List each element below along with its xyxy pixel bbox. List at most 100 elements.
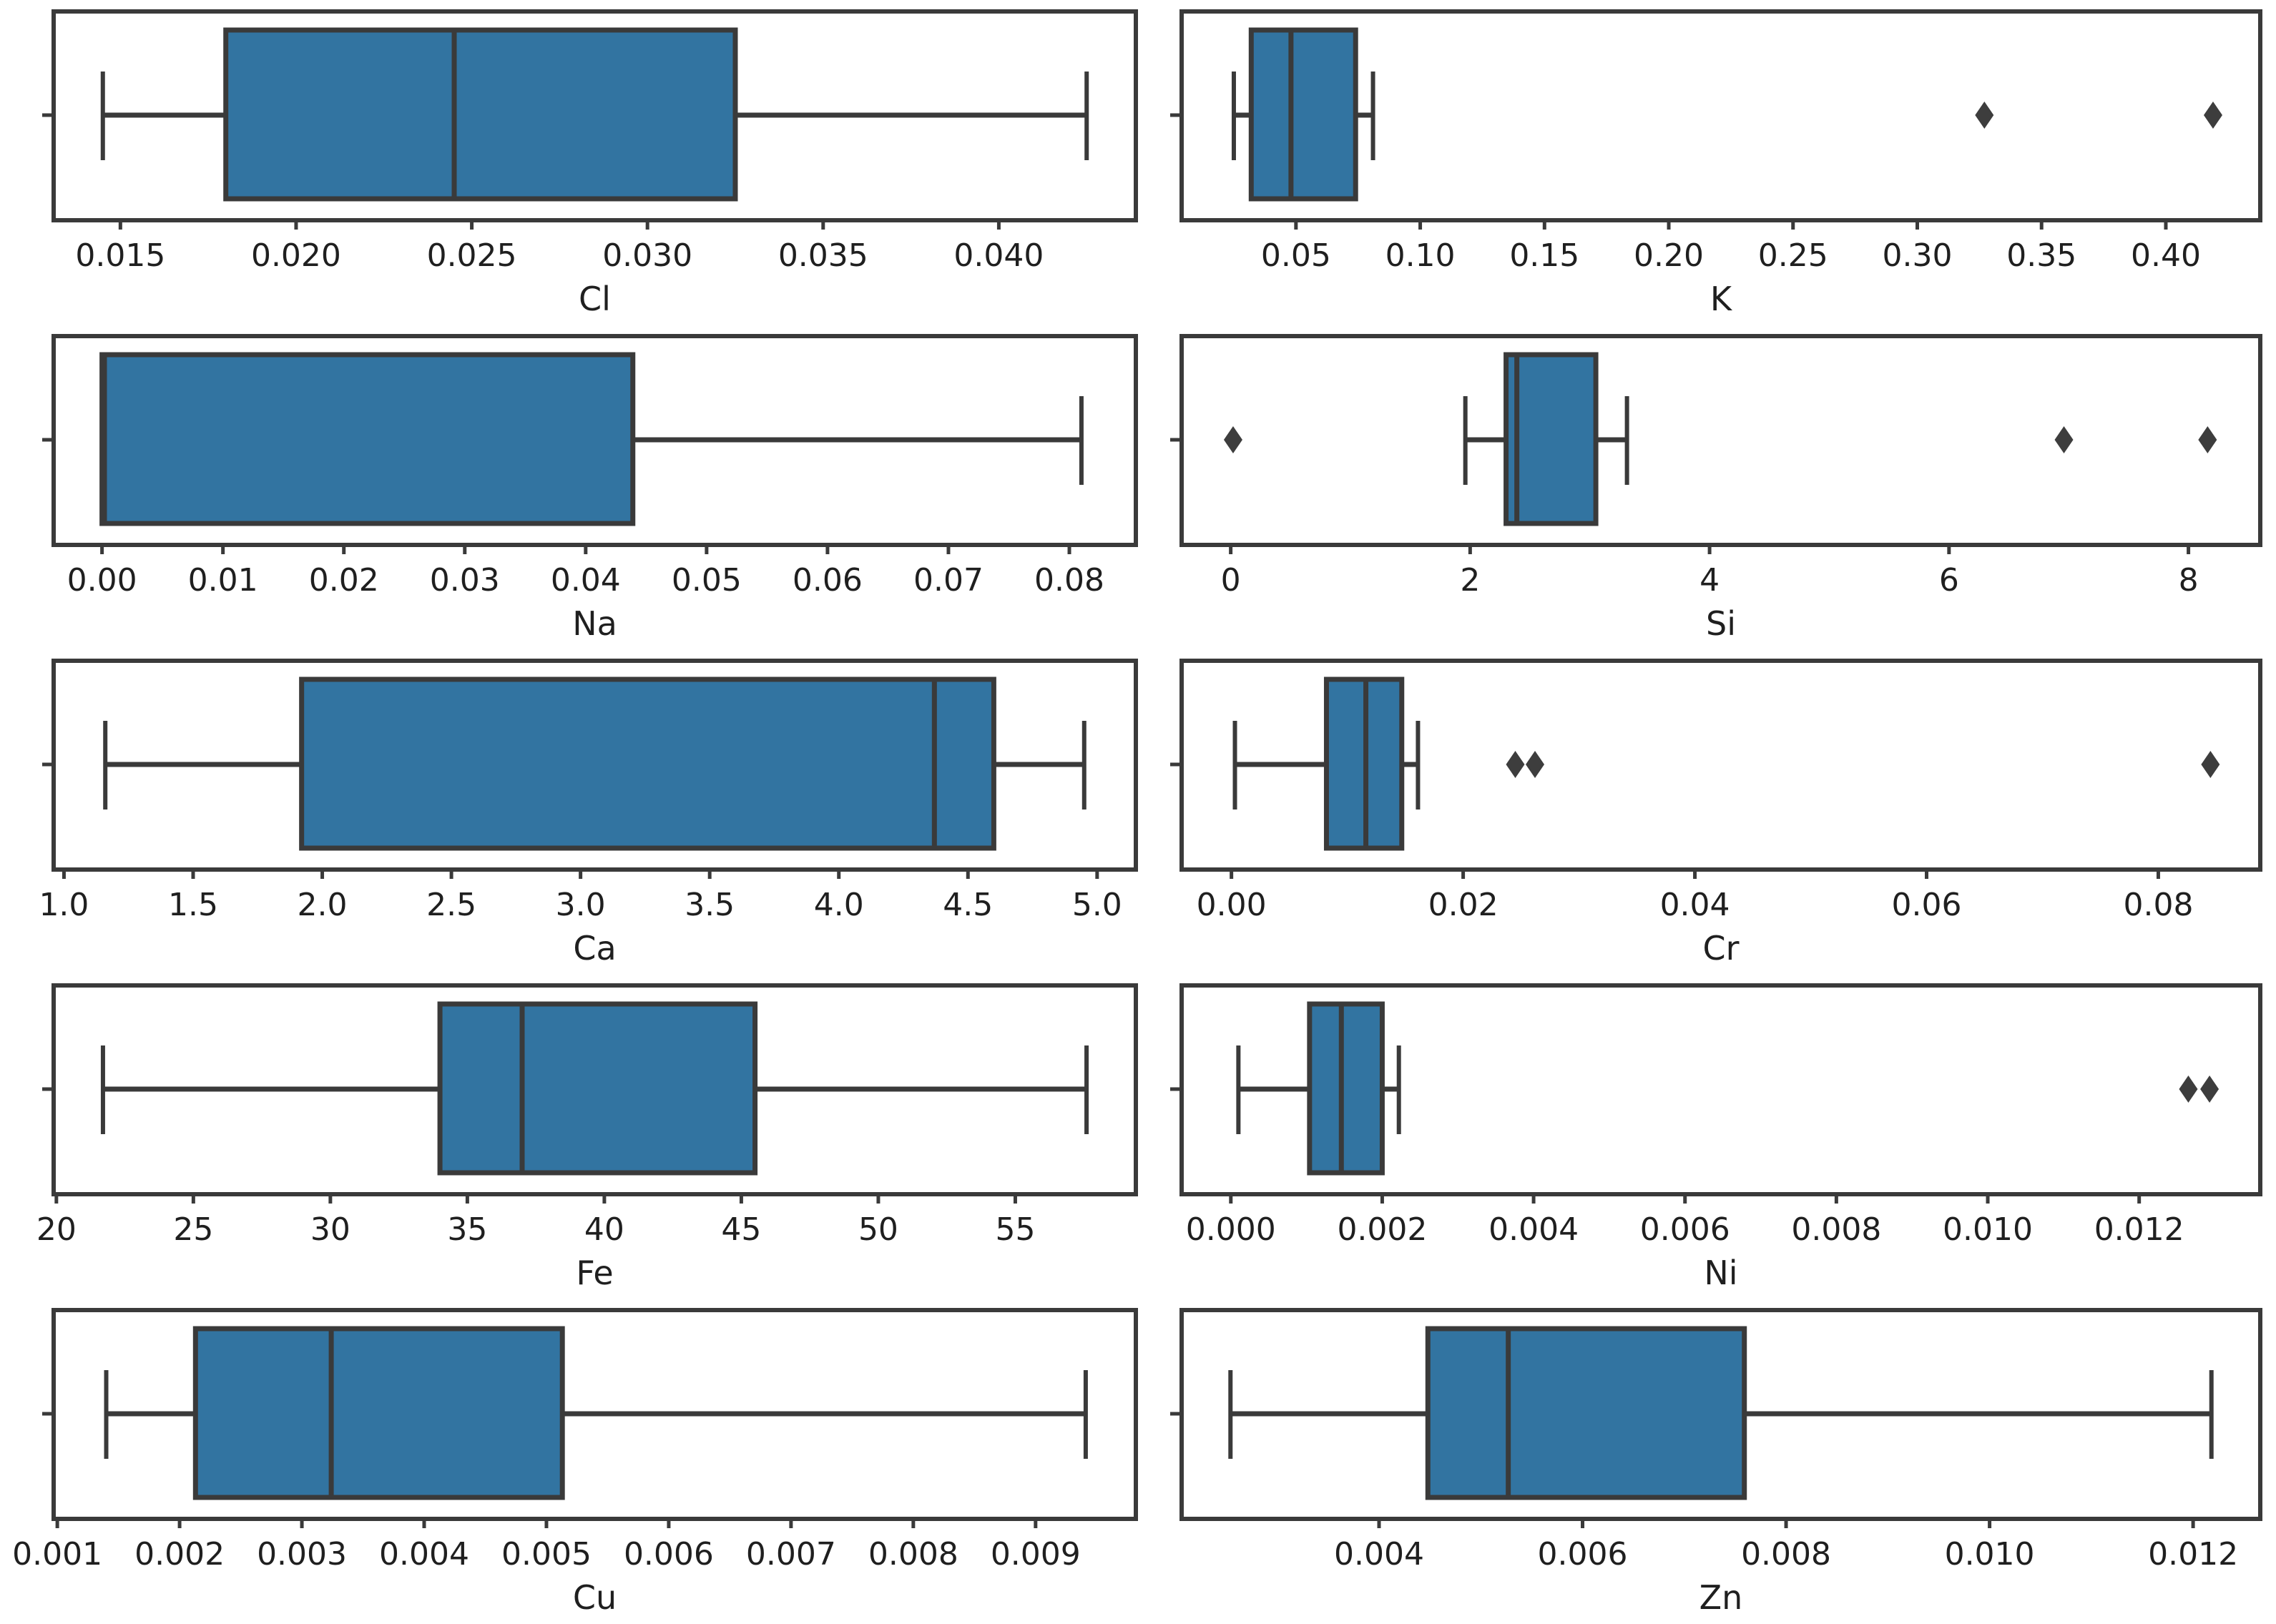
x-tick-label: 0.035 <box>778 237 868 274</box>
x-tick-label: 0.35 <box>2006 237 2076 274</box>
x-tick-label: 0.05 <box>672 562 742 599</box>
subplot-canvas-cr: 0.00 0.02 0.04 0.06 0.08 Cr <box>1170 659 2262 968</box>
x-axis-label: Ca <box>573 929 616 968</box>
outlier-diamond <box>2200 1076 2219 1103</box>
subplot-zn: 0.004 0.006 0.008 0.010 0.012 Zn <box>1138 1299 2276 1623</box>
subplot-cu: 0.001 0.002 0.003 0.004 0.005 0.006 0.007 0.008… <box>0 1299 1138 1623</box>
x-tick-label: 0.007 <box>746 1536 836 1573</box>
iqr-box <box>1248 27 1358 202</box>
iqr-box <box>437 1001 758 1176</box>
outlier-diamond <box>1506 751 1525 778</box>
x-tick-label: 0.25 <box>1758 237 1828 274</box>
x-tick-label: 0.004 <box>1488 1211 1579 1248</box>
x-tick-label: 5.0 <box>1072 887 1122 923</box>
x-tick-label: 55 <box>995 1211 1035 1248</box>
x-axis-label: Cu <box>573 1578 617 1617</box>
subplot-k: 0.05 0.10 0.15 0.20 0.25 0.30 0.35 0.40 K <box>1138 0 2276 325</box>
x-tick-label: 8 <box>2179 562 2199 599</box>
x-tick-label: 0.009 <box>991 1536 1081 1573</box>
subplot-canvas-cu: 0.001 0.002 0.003 0.004 0.005 0.006 0.007 0.008… <box>12 1308 1138 1617</box>
x-tick-label: 0.02 <box>309 562 379 599</box>
x-tick-label: 0.012 <box>2148 1536 2238 1573</box>
subplot-canvas-k: 0.05 0.10 0.15 0.20 0.25 0.30 0.35 0.40 K <box>1170 9 2262 318</box>
x-tick-label: 0.008 <box>1791 1211 1881 1248</box>
x-tick-label: 2.0 <box>298 887 348 923</box>
iqr-box <box>1425 1326 1747 1500</box>
subplot-cr: 0.00 0.02 0.04 0.06 0.08 Cr <box>1138 649 2276 974</box>
subplot-canvas-si: 0 2 4 6 8 Si <box>1170 334 2262 643</box>
x-tick-label: 3.0 <box>556 887 606 923</box>
subplot-canvas-na: 0.00 0.01 0.02 0.03 0.04 0.05 0.06 0.07 0.08 Na <box>42 334 1138 643</box>
subplot-canvas-ni: 0.000 0.002 0.004 0.006 0.008 0.010 0.012 Ni <box>1170 983 2262 1292</box>
x-tick-label: 0.05 <box>1261 237 1331 274</box>
x-tick-label: 0 <box>1221 562 1241 599</box>
x-tick-label: 0.040 <box>953 237 1044 274</box>
x-tick-label: 1.0 <box>39 887 89 923</box>
x-tick-label: 0.07 <box>913 562 984 599</box>
x-tick-label: 0.08 <box>2123 887 2193 923</box>
x-tick-label: 0.20 <box>1634 237 1704 274</box>
subplot-canvas-cl: 0.015 0.020 0.025 0.030 0.035 0.040 Cl <box>42 9 1138 318</box>
iqr-box <box>223 27 738 202</box>
x-tick-label: 0.030 <box>602 237 692 274</box>
x-tick-label: 0.008 <box>1741 1536 1831 1573</box>
x-tick-label: 4.5 <box>943 887 993 923</box>
x-tick-label: 2 <box>1460 562 1480 599</box>
x-tick-label: 30 <box>310 1211 350 1248</box>
x-axis-label: Fe <box>576 1254 613 1292</box>
x-tick-label: 0.008 <box>868 1536 958 1573</box>
x-axis-label: Zn <box>1699 1578 1743 1617</box>
x-tick-label: 4.0 <box>814 887 864 923</box>
x-tick-label: 0.025 <box>427 237 517 274</box>
x-tick-label: 0.006 <box>1640 1211 1730 1248</box>
outlier-diamond <box>2201 751 2220 778</box>
subplot-cl: 0.015 0.020 0.025 0.030 0.035 0.040 Cl <box>0 0 1138 325</box>
iqr-box <box>192 1326 565 1500</box>
subplot-canvas-zn: 0.004 0.006 0.008 0.010 0.012 Zn <box>1170 1308 2262 1617</box>
x-axis-label: Ni <box>1704 1254 1737 1292</box>
x-tick-label: 0.005 <box>501 1536 592 1573</box>
outlier-diamond <box>2179 1076 2198 1103</box>
x-axis-label: Cr <box>1702 929 1739 968</box>
x-tick-label: 0.012 <box>2094 1211 2184 1248</box>
x-tick-label: 0.002 <box>134 1536 225 1573</box>
x-tick-label: 0.006 <box>1538 1536 1628 1573</box>
x-tick-label: 35 <box>447 1211 487 1248</box>
x-tick-label: 2.5 <box>426 887 476 923</box>
x-tick-label: 0.06 <box>1892 887 1962 923</box>
x-tick-label: 50 <box>858 1211 898 1248</box>
x-tick-label: 0.010 <box>1943 1211 2033 1248</box>
x-tick-label: 0.015 <box>75 237 165 274</box>
axes-frame <box>1179 334 2262 547</box>
x-tick-label: 0.08 <box>1034 562 1104 599</box>
subplot-fe: 20 25 30 35 40 45 50 55 Fe <box>0 974 1138 1299</box>
x-tick-label: 0.02 <box>1428 887 1498 923</box>
subplot-canvas-fe: 20 25 30 35 40 45 50 55 Fe <box>36 983 1138 1292</box>
outlier-diamond <box>2054 426 2074 453</box>
x-tick-label: 1.5 <box>168 887 218 923</box>
subplot-si: 0 2 4 6 8 Si <box>1138 325 2276 649</box>
x-tick-label: 0.04 <box>551 562 621 599</box>
iqr-box <box>1504 352 1599 526</box>
x-tick-label: 20 <box>36 1211 77 1248</box>
x-tick-label: 0.01 <box>188 562 258 599</box>
x-tick-label: 0.30 <box>1883 237 1953 274</box>
x-tick-label: 45 <box>721 1211 761 1248</box>
x-tick-label: 0.04 <box>1660 887 1730 923</box>
x-tick-label: 4 <box>1699 562 1720 599</box>
x-tick-label: 40 <box>584 1211 624 1248</box>
x-tick-label: 0.004 <box>1334 1536 1424 1573</box>
x-tick-label: 0.000 <box>1186 1211 1276 1248</box>
iqr-box <box>1307 1001 1385 1176</box>
x-tick-label: 0.010 <box>1945 1536 2035 1573</box>
x-tick-label: 6 <box>1939 562 1959 599</box>
x-axis-label: Na <box>572 604 617 643</box>
outlier-diamond <box>2198 426 2217 453</box>
subplot-canvas-ca: 1.0 1.5 2.0 2.5 3.0 3.5 4.0 4.5 5.0 Ca <box>39 659 1138 968</box>
subplot-ni: 0.000 0.002 0.004 0.006 0.008 0.010 0.012 Ni <box>1138 974 2276 1299</box>
x-tick-label: 0.40 <box>2131 237 2201 274</box>
x-tick-label: 0.15 <box>1509 237 1579 274</box>
x-tick-label: 0.002 <box>1337 1211 1427 1248</box>
x-tick-label: 0.00 <box>67 562 137 599</box>
x-tick-label: 0.00 <box>1197 887 1267 923</box>
